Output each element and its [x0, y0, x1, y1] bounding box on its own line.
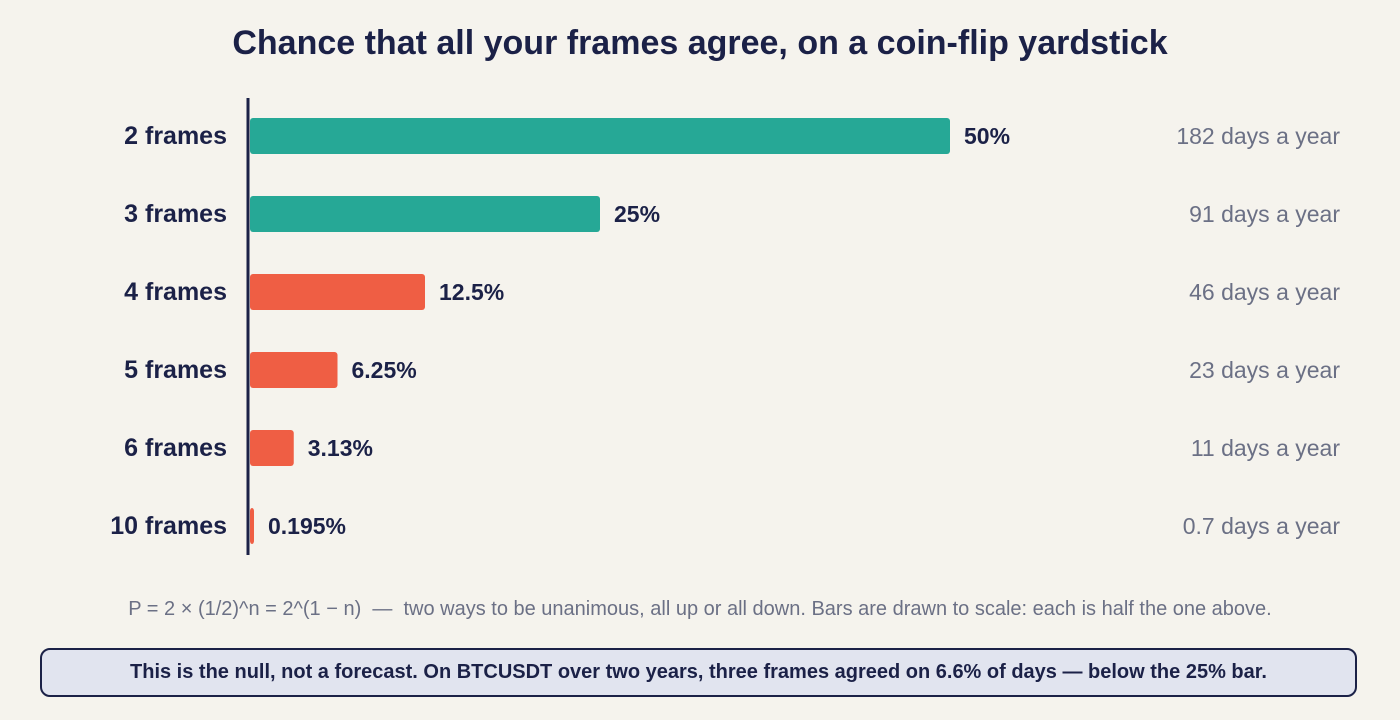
bar: [250, 352, 338, 388]
bar: [250, 430, 294, 466]
days-per-year-label: 91 days a year: [1189, 201, 1340, 227]
null-callout-box: This is the null, not a forecast. On BTC…: [40, 648, 1357, 697]
bar-chart: 2 frames 50% 182 days a year 3 frames 25% 91 …: [110, 98, 1340, 555]
bar: [250, 274, 425, 310]
days-per-year-label: 182 days a year: [1176, 123, 1340, 149]
bars-layer: 2 frames 50% 182 days a year 3 frames 25% 91 …: [110, 118, 1340, 544]
days-per-year-label: 11 days a year: [1191, 435, 1341, 461]
category-label: 6 frames: [124, 434, 227, 462]
category-label: 3 frames: [124, 200, 227, 228]
value-label: 6.25%: [352, 357, 417, 383]
bar: [250, 196, 600, 232]
days-per-year-label: 46 days a year: [1189, 279, 1340, 305]
category-label: 4 frames: [124, 278, 227, 306]
chart-title: Chance that all your frames agree, on a …: [232, 24, 1168, 62]
bar: [250, 508, 254, 544]
formula-footnote: P = 2 × (1/2)^n = 2^(1 − n) — two ways t…: [128, 598, 1272, 620]
category-label: 5 frames: [124, 356, 227, 384]
days-per-year-label: 0.7 days a year: [1183, 513, 1341, 539]
category-label: 2 frames: [124, 122, 227, 150]
value-label: 12.5%: [439, 279, 504, 305]
days-per-year-label: 23 days a year: [1189, 357, 1340, 383]
bar: [250, 118, 950, 154]
callout-text: This is the null, not a forecast. On BTC…: [130, 661, 1267, 683]
value-label: 0.195%: [268, 513, 346, 539]
category-label: 10 frames: [110, 512, 227, 540]
value-label: 50%: [964, 123, 1010, 149]
value-label: 25%: [614, 201, 660, 227]
value-label: 3.13%: [308, 435, 373, 461]
